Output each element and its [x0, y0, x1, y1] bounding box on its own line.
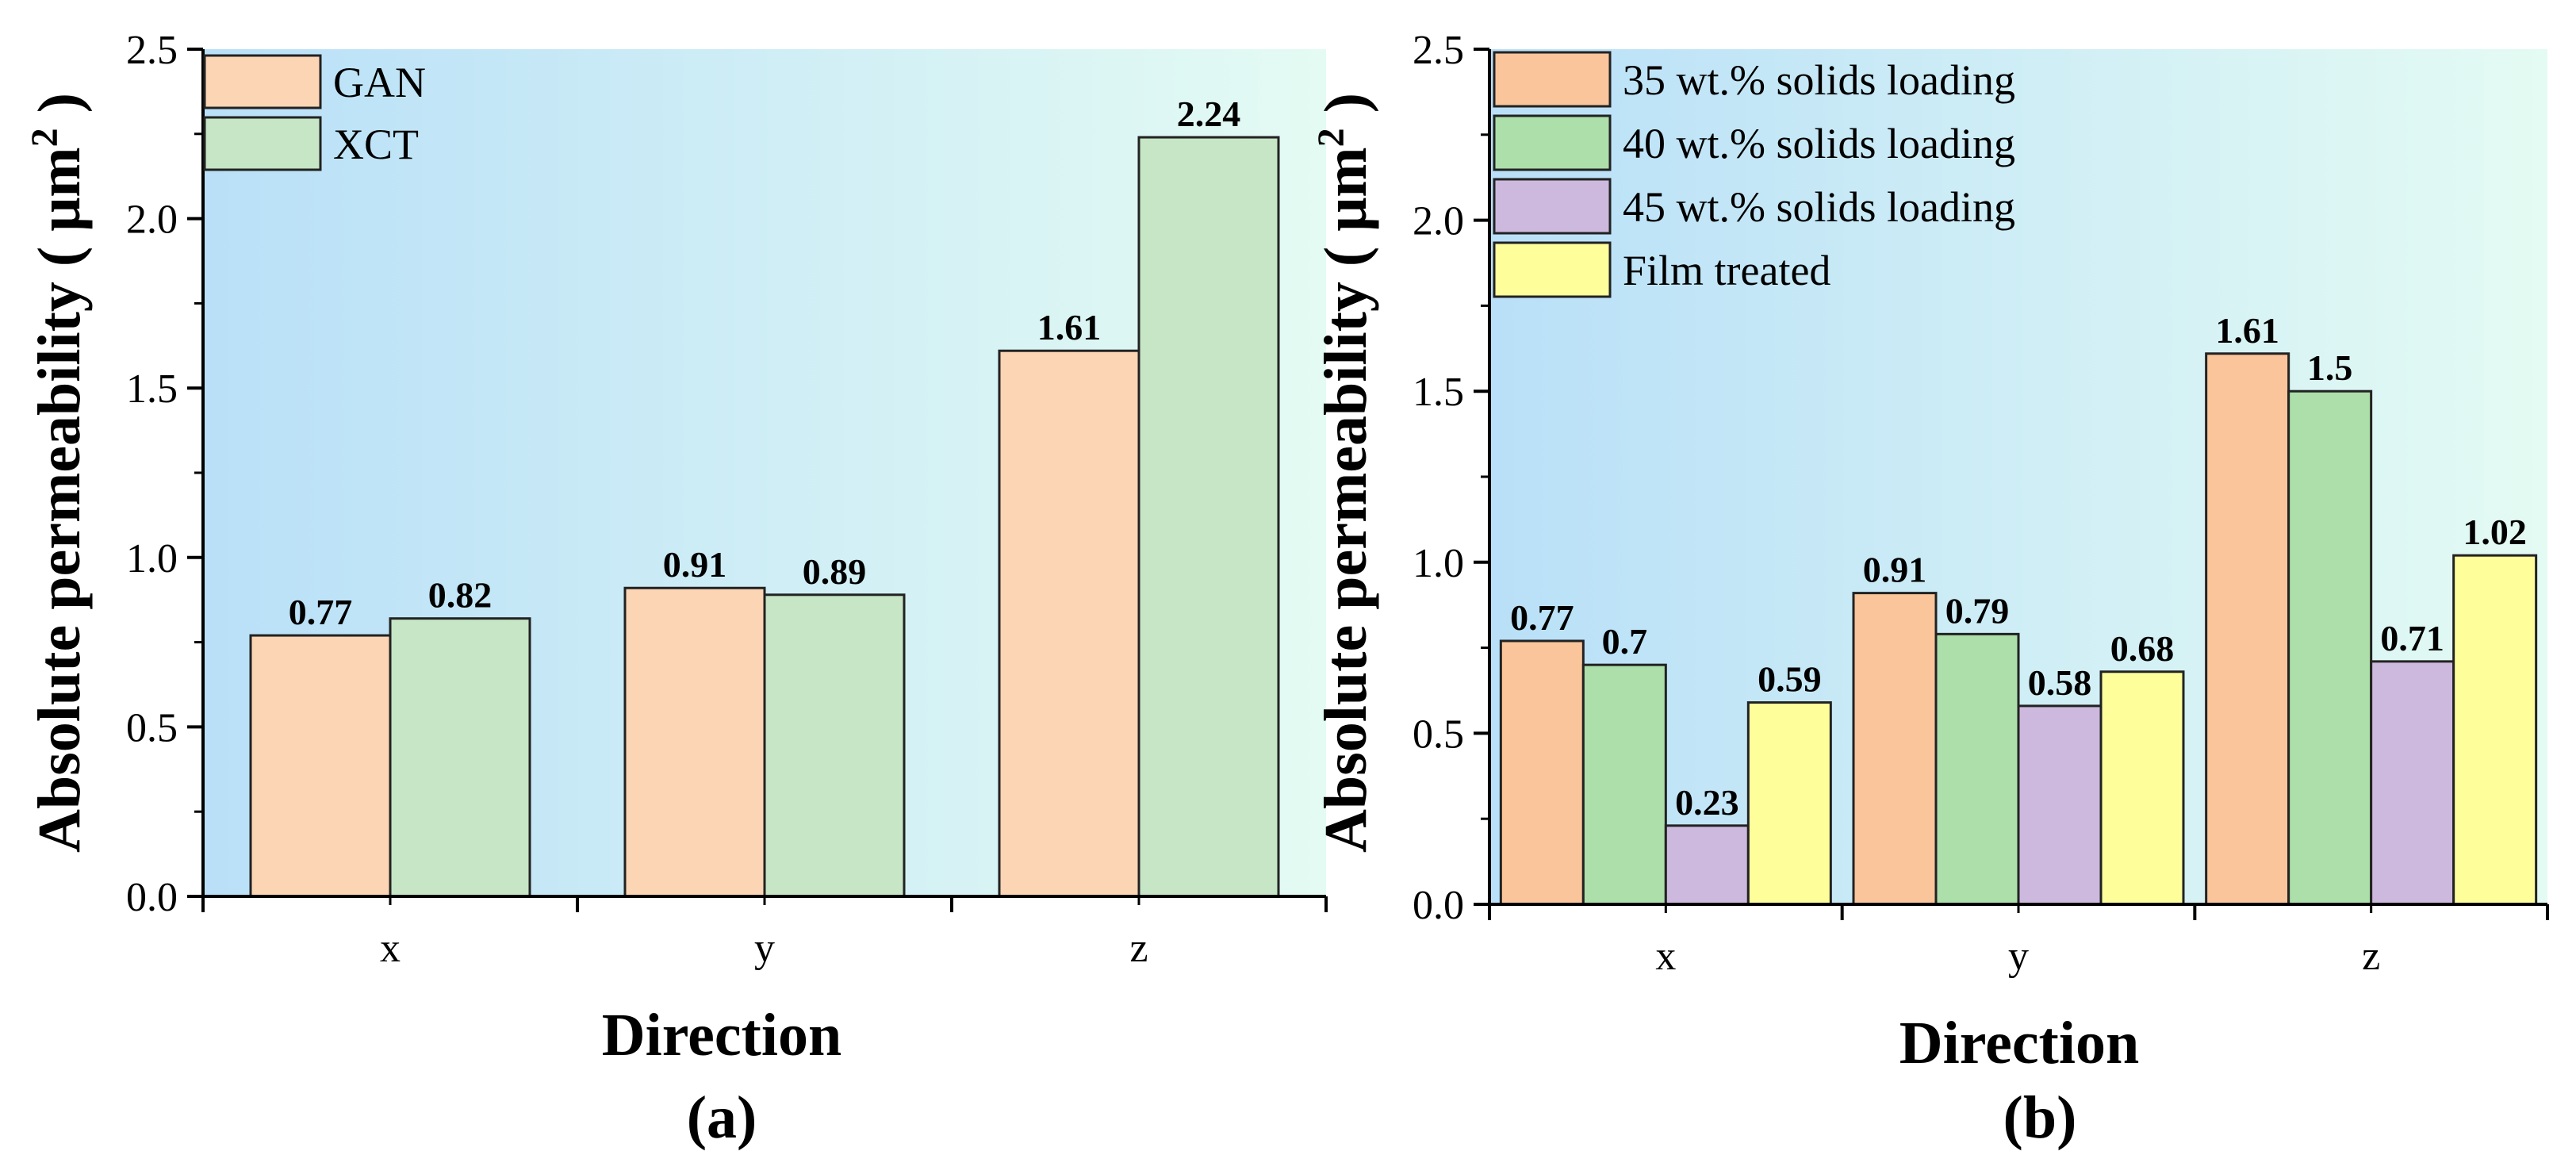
legend-swatch: [1493, 178, 1612, 235]
y-tick-label: 2.5: [1413, 28, 1464, 73]
panel-b: 0.77 0.7 0.23 0.59 0.91 0.79 0.58 0.68 1.61 1.5 0.…: [1310, 28, 2549, 1151]
bar-45-wt-solids-loading-x: [1664, 824, 1750, 906]
data-label: 0.79: [1945, 590, 2010, 631]
data-label: 0.91: [1863, 550, 1927, 590]
panel-a: 0.77 0.82 0.91 0.89 1.61 2.24 0.0 0.5 1.0 1.5 2.0 2…: [24, 28, 1328, 1151]
y-tick-label: 1.0: [1413, 541, 1464, 586]
y-tick-label: 0.0: [1413, 883, 1464, 928]
bar-xct-x: [389, 617, 531, 898]
data-label: 1.02: [2463, 512, 2527, 552]
data-label: 0.7: [1602, 621, 1648, 662]
x-tick-label: x: [380, 926, 401, 971]
bar-35-wt-solids-loading-z: [2205, 352, 2290, 906]
bar-gan-x: [249, 634, 392, 898]
legend-swatch: [1493, 241, 1612, 298]
data-label: 1.61: [1037, 307, 1102, 347]
data-label: 2.24: [1177, 94, 1241, 134]
y-axis-title-close: ): [1313, 93, 1379, 128]
data-label: 1.5: [2307, 347, 2353, 388]
y-tick-label: 1.5: [126, 366, 178, 412]
x-tick-label: z: [2362, 934, 2380, 979]
x-tick-label: x: [1655, 934, 1676, 979]
legend-swatch: [203, 116, 322, 171]
x-tick-label: z: [1129, 926, 1148, 971]
legend-label: 45 wt.% solids loading: [1623, 183, 2015, 231]
bar-40-wt-solids-loading-z: [2287, 389, 2373, 906]
bar-45-wt-solids-loading-y: [2017, 704, 2103, 906]
y-axis-title: Absolute permeability ( μm2 ): [24, 93, 93, 853]
y-axis-title-main: Absolute permeability ( μm: [26, 147, 93, 853]
data-label: 0.89: [803, 551, 867, 592]
y-axis-title-main: Absolute permeability ( μm: [1313, 147, 1379, 853]
bar-gan-y: [623, 586, 766, 898]
data-label: 0.77: [1510, 597, 1574, 638]
legend-label: Film treated: [1623, 247, 1830, 294]
bar-xct-z: [1137, 136, 1280, 898]
y-axis-title-close: ): [26, 93, 93, 128]
data-label: 1.61: [2215, 310, 2279, 351]
bar-film-treated-z: [2452, 554, 2538, 906]
y-axis-title-superscript: 2: [1310, 128, 1352, 147]
legend-label: GAN: [333, 59, 426, 106]
y-axis-title: Absolute permeability ( μm2 ): [1310, 93, 1379, 853]
x-axis-title: Direction: [1899, 1010, 2140, 1076]
y-tick-label: 0.5: [1413, 712, 1464, 757]
data-label: 0.77: [289, 592, 353, 632]
x-axis-title: Direction: [602, 1002, 842, 1068]
bar-35-wt-solids-loading-y: [1852, 592, 1938, 906]
data-label: 0.71: [2380, 618, 2444, 658]
y-tick-label: 2.0: [126, 198, 178, 243]
y-tick-label: 0.5: [126, 705, 178, 750]
y-tick-label: 1.5: [1413, 370, 1464, 415]
legend-swatch: [1493, 51, 1612, 108]
data-label: 0.58: [2028, 662, 2092, 703]
data-label: 0.68: [2110, 628, 2175, 669]
bar-35-wt-solids-loading-x: [1499, 639, 1585, 906]
y-tick-label: 2.5: [126, 28, 178, 73]
bar-40-wt-solids-loading-x: [1581, 663, 1667, 906]
y-axis-title-superscript: 2: [24, 128, 66, 147]
legend-swatch: [1493, 114, 1612, 171]
legend-label: XCT: [333, 121, 419, 168]
y-tick-label: 2.0: [1413, 199, 1464, 244]
bar-45-wt-solids-loading-z: [2370, 660, 2455, 906]
x-tick-label: y: [754, 926, 775, 971]
bar-xct-y: [763, 593, 906, 898]
data-label: 0.91: [663, 544, 727, 585]
y-tick-label: 0.0: [126, 875, 178, 920]
panel-label: (a): [687, 1084, 757, 1151]
y-tick-label: 1.0: [126, 536, 178, 581]
data-label: 0.59: [1758, 659, 1822, 700]
legend-swatch: [203, 54, 322, 109]
legend-label: 40 wt.% solids loading: [1623, 120, 2015, 167]
panel-label: (b): [2003, 1084, 2077, 1151]
data-label: 0.82: [428, 575, 493, 616]
data-label: 0.23: [1675, 782, 1739, 823]
bar-film-treated-y: [2099, 670, 2185, 906]
legend-label: 35 wt.% solids loading: [1623, 56, 2015, 104]
bar-film-treated-x: [1746, 701, 1832, 906]
bar-40-wt-solids-loading-y: [1934, 632, 2020, 906]
x-tick-label: y: [2008, 934, 2029, 979]
bar-gan-z: [998, 349, 1140, 898]
